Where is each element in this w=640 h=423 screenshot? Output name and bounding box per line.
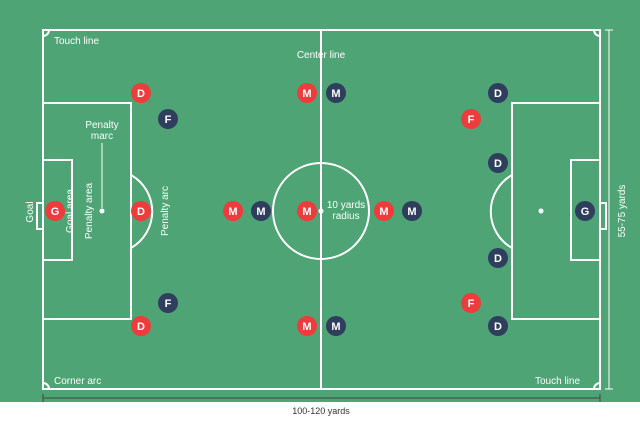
player-token-circle [251,201,271,221]
player-token-letter: M [379,206,388,218]
player-token-circle [45,201,65,221]
right-penalty-arc [489,174,513,249]
player-token-letter: M [331,88,340,100]
player-token: M [297,201,317,221]
player-token-letter: D [494,158,502,170]
player-token: M [251,201,271,221]
field-markings [36,29,607,390]
length-measure [42,394,601,402]
player-token-circle [158,293,178,313]
center-circle [272,162,370,260]
player-token-letter: M [302,206,311,218]
player-token: M [326,316,346,336]
player-token-circle [223,201,243,221]
touch-line-bottom-label: Touch line [535,376,580,387]
player-token-letter: G [581,206,590,218]
corner-arc-label: Corner arc [54,376,101,387]
player-token-circle [575,201,595,221]
player-token-circle [488,153,508,173]
player-token: D [131,201,151,221]
player-token-letter: F [165,298,172,310]
player-token: D [488,248,508,268]
player-token: F [461,109,481,129]
left-goal [36,202,44,230]
player-token-letter: M [256,206,265,218]
corner-arc-bottom-left [42,382,50,390]
player-token-letter: D [494,88,502,100]
player-token-letter: D [137,206,145,218]
player-token-letter: F [468,114,475,126]
player-token-circle [158,109,178,129]
corner-arc-bottom-right [593,382,601,390]
player-token: F [158,109,178,129]
left-penalty-mark [99,208,105,214]
player-token-circle [131,83,151,103]
player-token-circle [488,316,508,336]
player-token-circle [131,201,151,221]
player-token-circle [488,83,508,103]
player-token-circle [488,248,508,268]
player-token: D [488,83,508,103]
left-penalty-arc [130,174,154,249]
player-token: M [402,201,422,221]
goal-area-label: Goal area [65,189,76,233]
player-token-letter: D [137,88,145,100]
player-token-letter: G [51,206,60,218]
right-penalty-mark [538,208,544,214]
player-token-letter: F [468,298,475,310]
players: D F G D F D M M M M M M M M M D F D G D F D [45,83,595,336]
player-token-letter: F [165,114,172,126]
length-label: 100-120 yards [292,406,350,416]
player-token-circle [326,316,346,336]
player-token-letter: M [407,206,416,218]
player-token-letter: D [494,321,502,333]
radius-label: 10 yards radius [327,200,365,222]
player-token: G [575,201,595,221]
player-token: D [131,316,151,336]
player-token-letter: D [494,253,502,265]
player-token-letter: M [331,321,340,333]
player-token: M [223,201,243,221]
player-token: M [374,201,394,221]
width-label: 55-75 yards [617,185,628,238]
center-line-label: Center line [297,50,346,61]
player-token-circle [131,316,151,336]
player-token-circle [297,316,317,336]
player-token-circle [326,83,346,103]
penalty-arc-label: Penalty arc [160,186,171,236]
player-token-circle [461,293,481,313]
player-token: D [488,316,508,336]
player-token-letter: M [302,321,311,333]
player-token: F [461,293,481,313]
player-token-letter: D [137,321,145,333]
player-token-circle [297,201,317,221]
player-token: F [158,293,178,313]
penalty-marc-label: Penalty marc [85,120,118,142]
touch-line-top-label: Touch line [54,36,99,47]
player-token: G [45,201,65,221]
player-token: M [297,316,317,336]
width-measure [605,29,613,390]
player-token-circle [297,83,317,103]
player-token-letter: M [302,88,311,100]
player-token: D [488,153,508,173]
center-spot [318,208,324,214]
player-token: M [297,83,317,103]
player-token-letter: M [228,206,237,218]
right-goal [599,202,607,230]
player-token-circle [374,201,394,221]
player-token: D [131,83,151,103]
player-token-circle [461,109,481,129]
player-token: M [326,83,346,103]
corner-arc-top-right [593,29,601,37]
player-token-circle [402,201,422,221]
corner-arc-top-left [42,29,50,37]
goal-label: Goal [25,201,36,222]
penalty-area-label: Penalty area [84,182,95,239]
